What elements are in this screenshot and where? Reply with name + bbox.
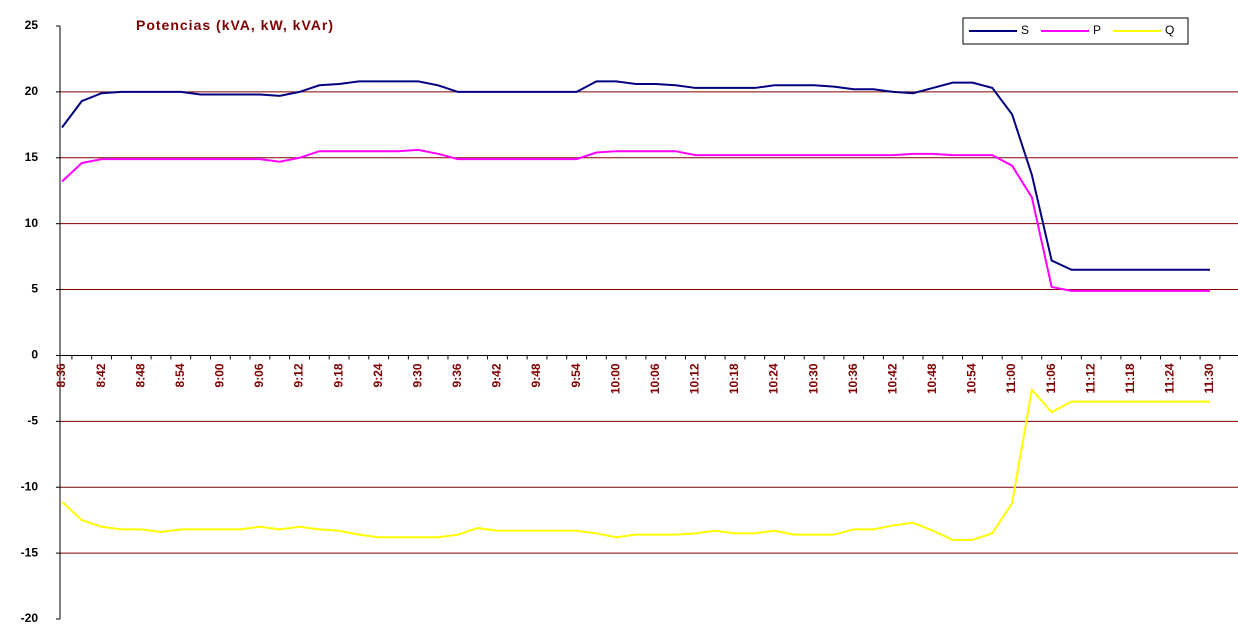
x-tick-label: 9:30 [410,363,424,387]
y-tick-label: -5 [27,414,38,428]
x-tick-label: 11:06 [1044,363,1058,393]
x-tick-label: 10:12 [688,363,702,394]
x-tick-label: 11:24 [1163,363,1177,393]
x-tick-label: 8:54 [173,363,187,387]
legend-label: S [1021,23,1029,37]
x-tick-label: 9:42 [490,363,504,387]
x-tick-label: 8:36 [54,363,68,387]
x-tick-label: 10:36 [846,363,860,394]
x-tick-label: 10:54 [965,363,979,394]
x-tick-label: 9:48 [529,363,543,387]
series-line [61,387,1210,541]
legend-label: P [1093,23,1101,37]
chart-title: Potencias (kVA, kW, kVAr) [136,17,334,33]
y-tick-label: -10 [21,479,39,493]
y-tick-label: 5 [31,282,38,296]
x-tick-label: 9:00 [213,363,227,387]
y-tick-label: -20 [21,611,39,624]
x-tick-label: 10:24 [767,363,781,394]
y-tick-label: 10 [25,216,39,230]
x-tick-label: 10:30 [806,363,820,394]
x-tick-label: 10:06 [648,363,662,394]
series-line [61,80,1210,271]
x-tick-label: 11:00 [1004,363,1018,393]
series-line [61,148,1210,292]
x-tick-label: 11:18 [1123,363,1137,393]
x-tick-label: 10:48 [925,363,939,394]
x-tick-label: 9:36 [450,363,464,387]
x-tick-label: 9:24 [371,363,385,387]
y-tick-label: 20 [25,84,39,98]
x-tick-label: 9:06 [252,363,266,387]
y-tick-label: -15 [21,545,39,559]
x-tick-label: 9:12 [292,363,306,387]
y-tick-label: 0 [31,348,38,362]
x-tick-label: 9:18 [331,363,345,387]
x-tick-label: 10:18 [727,363,741,394]
y-tick-label: 25 [25,18,39,32]
x-tick-label: 10:00 [608,363,622,394]
x-tick-label: 10:42 [885,363,899,394]
legend-label: Q [1165,23,1174,37]
x-tick-label: 11:30 [1202,363,1216,393]
x-tick-label: 9:54 [569,363,583,387]
y-tick-label: 15 [25,150,39,164]
x-tick-label: 8:48 [133,363,147,387]
x-tick-label: 8:42 [94,363,108,387]
x-tick-label: 11:12 [1083,363,1097,393]
